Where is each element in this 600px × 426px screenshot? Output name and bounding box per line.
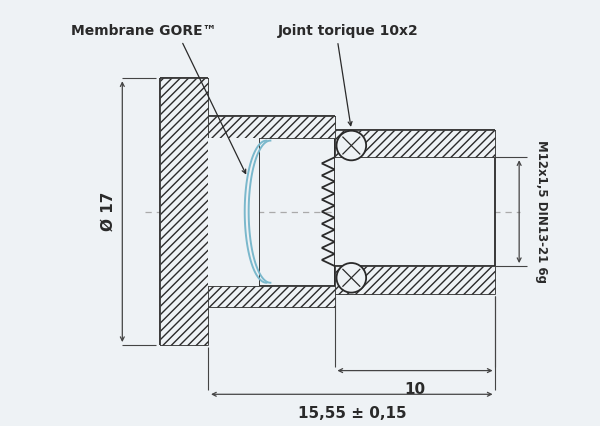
Polygon shape bbox=[335, 266, 496, 294]
Text: Membrane GORE™: Membrane GORE™ bbox=[71, 24, 217, 38]
Polygon shape bbox=[208, 116, 335, 138]
Polygon shape bbox=[335, 130, 496, 157]
Text: M12x1,5 DIN13-21 6g: M12x1,5 DIN13-21 6g bbox=[535, 140, 548, 283]
Bar bbox=[208, 138, 259, 286]
Bar bbox=[335, 130, 496, 294]
Text: 15,55 ± 0,15: 15,55 ± 0,15 bbox=[298, 406, 406, 421]
Text: Ø 17: Ø 17 bbox=[101, 192, 116, 231]
Circle shape bbox=[337, 131, 366, 160]
Polygon shape bbox=[160, 78, 208, 345]
Text: Joint torique 10x2: Joint torique 10x2 bbox=[278, 24, 419, 38]
Polygon shape bbox=[208, 286, 335, 308]
Text: 10: 10 bbox=[404, 383, 425, 397]
Circle shape bbox=[337, 263, 366, 293]
